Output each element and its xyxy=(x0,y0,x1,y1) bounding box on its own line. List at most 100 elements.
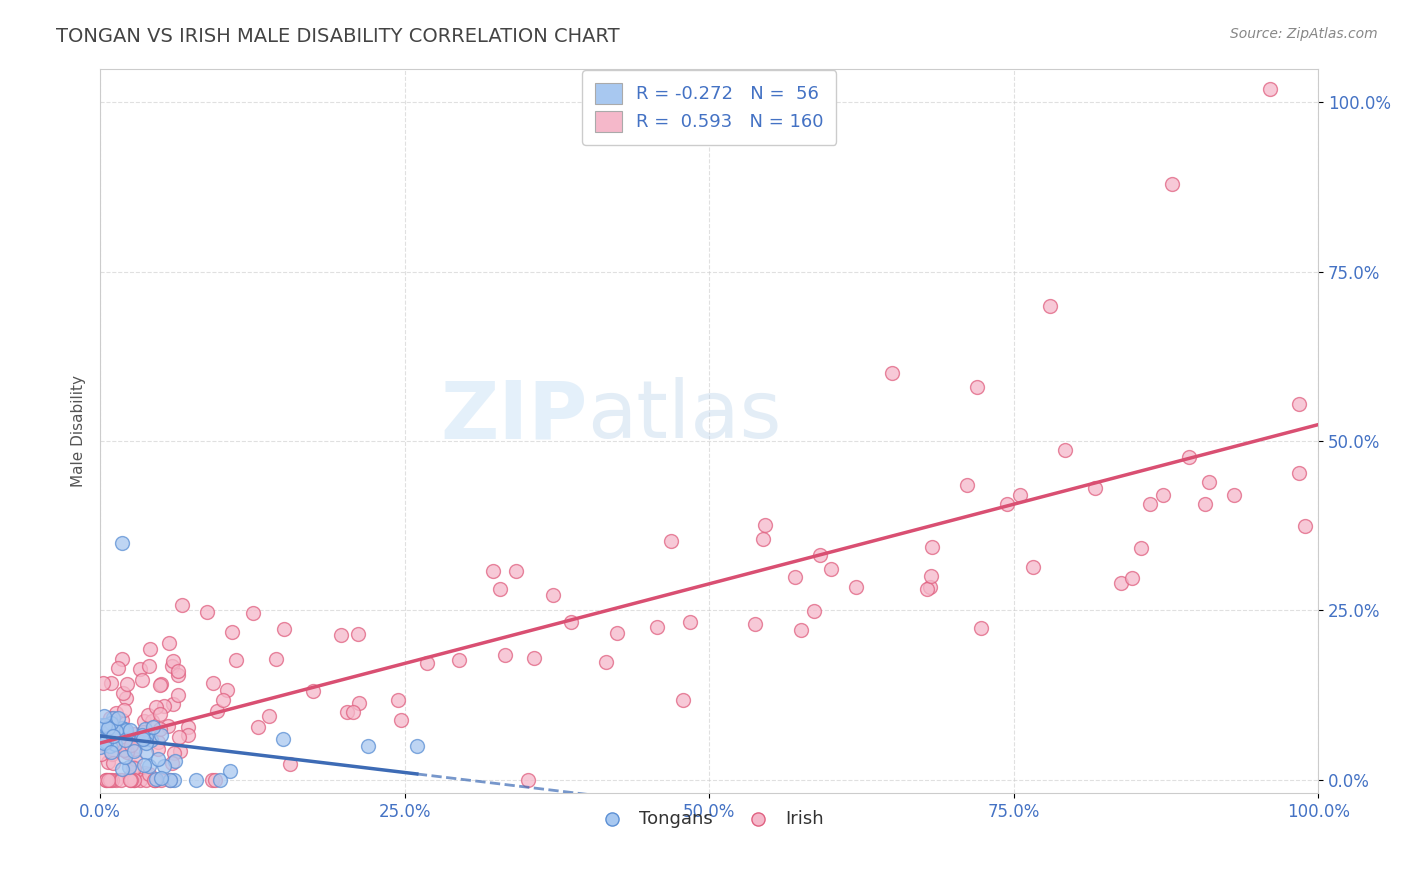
Point xyxy=(104,772,127,787)
Point xyxy=(114,750,136,764)
Point xyxy=(204,772,226,787)
Point xyxy=(301,683,323,698)
Point xyxy=(273,622,295,636)
Point xyxy=(122,731,145,745)
Point xyxy=(101,729,124,743)
Point xyxy=(167,688,190,702)
Point xyxy=(93,736,115,750)
Point xyxy=(138,659,160,673)
Point xyxy=(783,569,806,583)
Point xyxy=(1008,488,1031,502)
Point xyxy=(808,548,831,562)
Point xyxy=(97,724,120,739)
Point xyxy=(93,708,115,723)
Point xyxy=(122,772,145,787)
Point xyxy=(114,723,136,737)
Point xyxy=(107,711,129,725)
Point xyxy=(117,737,139,751)
Point xyxy=(120,770,142,784)
Point xyxy=(1258,82,1281,96)
Point xyxy=(96,734,118,748)
Point xyxy=(96,729,118,743)
Point xyxy=(132,714,155,728)
Point xyxy=(111,652,134,666)
Point xyxy=(347,696,370,710)
Point xyxy=(132,758,155,772)
Point xyxy=(1139,497,1161,511)
Point xyxy=(111,686,134,700)
Point xyxy=(129,772,152,787)
Point xyxy=(541,588,564,602)
Point xyxy=(357,739,380,753)
Point xyxy=(184,772,207,787)
Point xyxy=(336,705,359,719)
Point xyxy=(141,733,163,747)
Point xyxy=(920,569,942,583)
Point xyxy=(131,729,153,743)
Point xyxy=(96,732,118,747)
Point xyxy=(264,652,287,666)
Point xyxy=(149,706,172,721)
Point xyxy=(153,699,176,714)
Text: ZIP: ZIP xyxy=(440,377,588,456)
Point xyxy=(1084,481,1107,495)
Point xyxy=(91,676,114,690)
Point xyxy=(1053,443,1076,458)
Point xyxy=(1121,571,1143,585)
Point xyxy=(449,653,471,667)
Point xyxy=(389,714,412,728)
Point xyxy=(104,706,127,720)
Point xyxy=(93,738,115,752)
Point xyxy=(1109,575,1132,590)
Point xyxy=(115,745,138,759)
Point xyxy=(112,743,135,757)
Point xyxy=(209,772,232,787)
Point xyxy=(96,772,118,787)
Point xyxy=(1022,559,1045,574)
Point xyxy=(956,478,979,492)
Point xyxy=(752,532,775,546)
Point xyxy=(150,771,173,785)
Point xyxy=(146,742,169,756)
Point xyxy=(606,626,628,640)
Text: Source: ZipAtlas.com: Source: ZipAtlas.com xyxy=(1230,27,1378,41)
Point xyxy=(97,772,120,787)
Point xyxy=(98,711,121,725)
Y-axis label: Male Disability: Male Disability xyxy=(72,375,86,487)
Point xyxy=(1198,475,1220,489)
Point xyxy=(97,755,120,769)
Point xyxy=(118,760,141,774)
Point xyxy=(132,731,155,746)
Point xyxy=(112,722,135,736)
Point xyxy=(195,606,218,620)
Point xyxy=(167,730,190,744)
Point xyxy=(107,661,129,675)
Point xyxy=(754,517,776,532)
Point xyxy=(135,736,157,750)
Point xyxy=(201,676,224,690)
Point xyxy=(131,673,153,687)
Point xyxy=(138,759,160,773)
Point xyxy=(101,772,124,787)
Point xyxy=(170,598,193,612)
Point xyxy=(111,714,134,728)
Point xyxy=(1288,397,1310,411)
Legend: Tongans, Irish: Tongans, Irish xyxy=(588,803,831,835)
Point xyxy=(111,762,134,776)
Point xyxy=(271,732,294,747)
Point xyxy=(221,625,243,640)
Point xyxy=(142,772,165,787)
Point xyxy=(481,564,503,578)
Point xyxy=(135,745,157,759)
Point xyxy=(215,682,238,697)
Point xyxy=(160,756,183,770)
Point xyxy=(94,718,117,732)
Point xyxy=(142,720,165,734)
Point xyxy=(560,615,582,629)
Point xyxy=(162,654,184,668)
Point xyxy=(149,722,172,736)
Point xyxy=(159,772,181,787)
Point xyxy=(129,730,152,744)
Point xyxy=(120,738,142,752)
Point xyxy=(176,719,198,733)
